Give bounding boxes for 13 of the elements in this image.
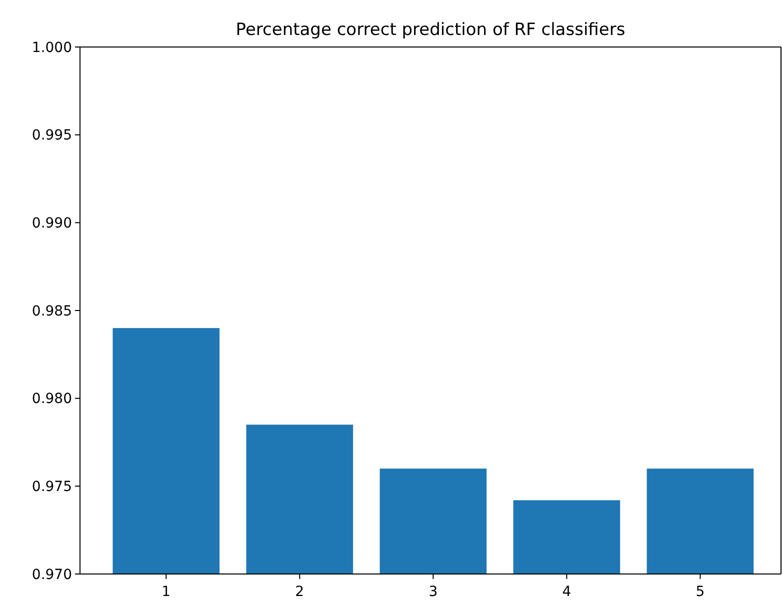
y-tick-label: 1.000 [32,40,72,56]
y-tick-label: 0.975 [32,479,72,496]
x-tick-label: 3 [428,584,438,600]
y-tick-label: 0.985 [32,303,72,320]
chart-title: Percentage correct prediction of RF classifiers [236,20,626,40]
x-tick-label: 2 [295,584,304,600]
x-tick-label: 1 [162,584,171,600]
x-tick-label: 4 [562,584,572,600]
x-tick-label: 5 [696,584,705,600]
y-tick-label: 0.970 [32,566,72,583]
y-tick-label: 0.990 [32,216,72,232]
y-tick-label: 0.980 [32,391,72,408]
y-tick-label: 0.995 [32,128,72,144]
